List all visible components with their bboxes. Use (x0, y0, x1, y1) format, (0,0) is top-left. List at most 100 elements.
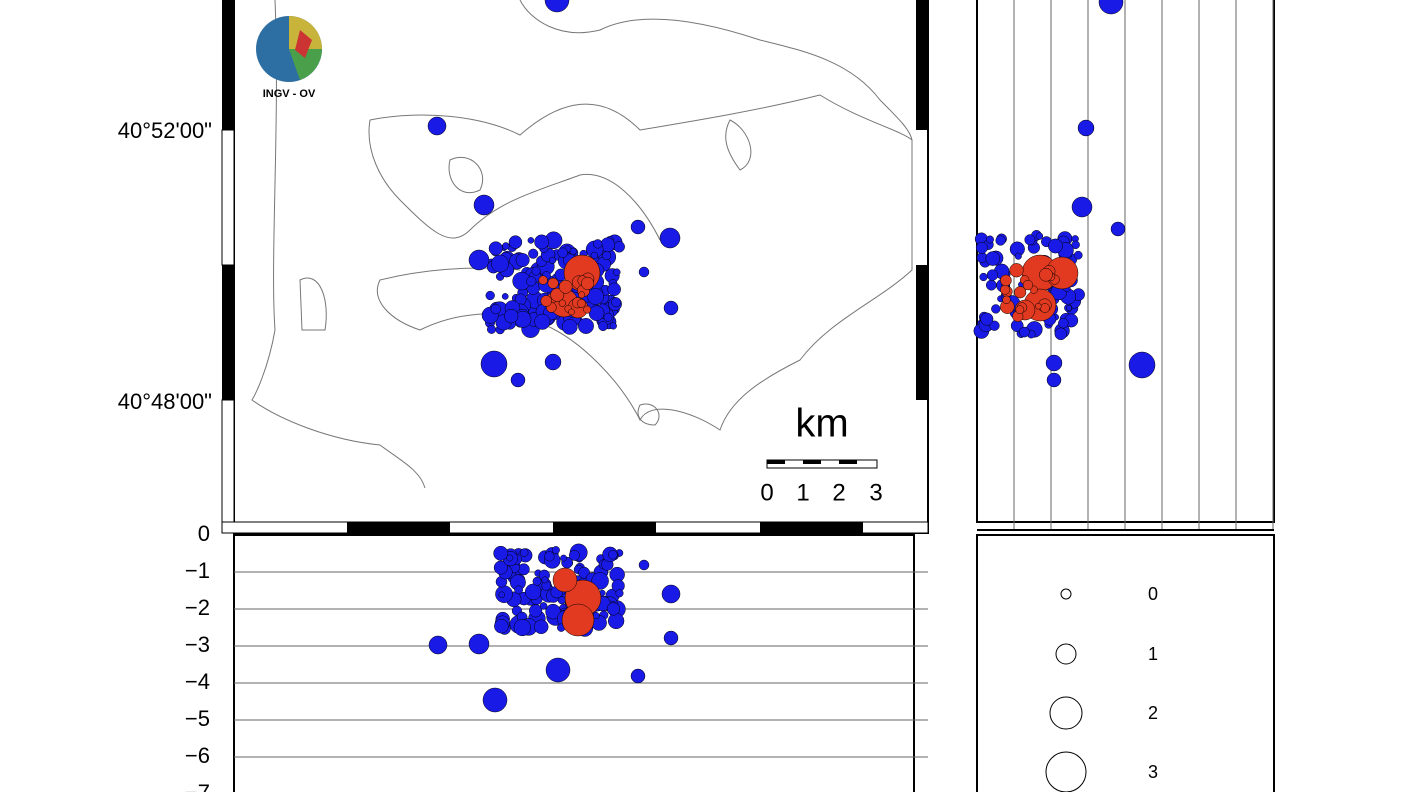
logo-label: INGV - OV (263, 88, 316, 100)
lat-label: 40°52'00" (118, 118, 212, 143)
event-dot (630, 668, 646, 684)
scale-tick: 2 (832, 479, 845, 506)
legend-symbol (1049, 696, 1083, 730)
event-dot (607, 612, 625, 630)
event-dot (989, 320, 1000, 331)
event-dot (663, 300, 679, 316)
event-dot (611, 297, 622, 308)
event-dot (607, 282, 621, 297)
event-dot (1035, 232, 1044, 240)
event-dot (560, 554, 567, 562)
event-dot (986, 235, 994, 244)
event-dot (501, 293, 509, 300)
event-dot (980, 312, 994, 326)
event-dot (558, 299, 566, 307)
event-dot (1009, 263, 1024, 278)
event-dot (587, 288, 604, 305)
event-dot (1014, 252, 1022, 260)
event-dot (540, 295, 552, 307)
event-dot (1077, 119, 1095, 137)
event-dot (498, 591, 506, 599)
frame-segment (916, 0, 928, 130)
event-dot (1058, 318, 1069, 329)
legend-label: 2 (1148, 703, 1158, 723)
event-dot (527, 237, 535, 244)
event-dot (1022, 279, 1034, 291)
legend-symbol (1060, 588, 1072, 600)
event-dot (539, 602, 548, 610)
frame-segment (221, 129, 235, 266)
depth-tick-label: −3 (185, 632, 210, 657)
event-dot (493, 560, 508, 575)
depth-tick-label: −4 (185, 669, 210, 694)
event-dot (468, 633, 490, 655)
event-dot (979, 272, 988, 282)
event-dot (588, 305, 605, 321)
event-dot (659, 227, 681, 249)
event-dot (1054, 327, 1068, 341)
event-dot (593, 239, 603, 249)
event-dot (545, 657, 571, 683)
event-dot (531, 266, 541, 276)
event-dot (577, 317, 594, 334)
scale-unit: km (795, 402, 848, 446)
coastline (251, 0, 913, 489)
event-dot (488, 241, 503, 256)
event-dot (1110, 221, 1126, 237)
event-dot (1015, 305, 1025, 315)
frame-segment (222, 0, 234, 130)
legend-frame (976, 534, 1275, 792)
event-dot (603, 312, 613, 322)
event-dot (502, 242, 510, 250)
event-dot (528, 604, 543, 618)
event-dot (561, 318, 578, 335)
event-dot (503, 308, 519, 324)
event-dot (598, 321, 608, 332)
legend-symbol (1055, 643, 1077, 665)
event-dot (985, 279, 997, 291)
event-dot (578, 291, 586, 299)
event-dot (568, 549, 580, 561)
event-dot (534, 313, 551, 330)
event-dot (533, 619, 549, 635)
event-dot (544, 0, 570, 13)
event-dot (577, 299, 586, 308)
event-dot (428, 635, 448, 655)
event-dot (473, 194, 495, 216)
event-dot (485, 290, 495, 301)
event-dot (550, 287, 565, 302)
frame-segment (760, 522, 863, 533)
event-dot (608, 550, 618, 560)
scale-tick: 1 (796, 479, 809, 506)
depth-tick-label: −5 (185, 706, 210, 731)
event-dot (558, 279, 573, 294)
event-dot (538, 275, 548, 285)
depth-tick-label: −7 (185, 780, 210, 792)
event-dot (547, 277, 559, 289)
event-dot (1098, 0, 1124, 15)
event-dot (528, 248, 539, 259)
event-dot (583, 305, 592, 314)
ingv-logo: INGV - OV (256, 16, 322, 100)
event-dot (506, 554, 514, 562)
event-dot (613, 241, 625, 253)
event-dot (569, 247, 577, 255)
event-dot (1048, 238, 1063, 254)
event-dot (615, 589, 624, 598)
frame-segment (916, 265, 928, 400)
event-dot (630, 219, 646, 235)
event-dot (1002, 295, 1011, 305)
event-dot (493, 545, 509, 561)
event-dot (1073, 250, 1083, 260)
event-dot (517, 563, 530, 576)
depth-tick-label: 0 (198, 521, 210, 546)
event-dot (490, 303, 501, 315)
event-dot (557, 247, 568, 258)
legend-label: 0 (1148, 584, 1158, 604)
event-dot (1039, 267, 1053, 282)
event-dot (545, 603, 561, 620)
event-dot (1000, 274, 1012, 287)
event-dot (1000, 284, 1011, 295)
